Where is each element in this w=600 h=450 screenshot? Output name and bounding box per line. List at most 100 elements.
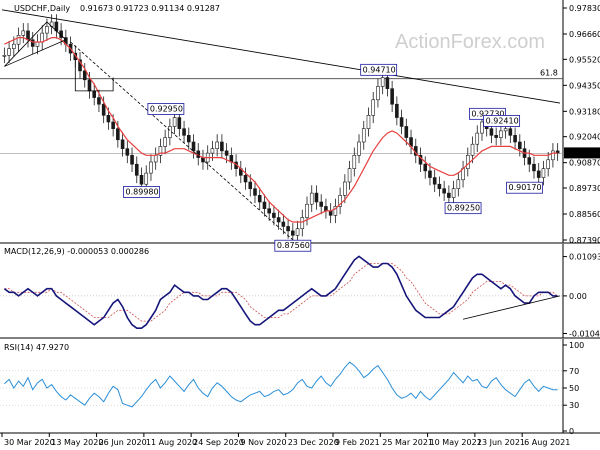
candle-body [101,103,106,116]
annotation-label: 0.89250 [447,204,480,213]
candle-body [328,210,333,216]
annotation-box [360,63,398,76]
candle-body [475,132,480,145]
macd-signal-line [4,263,558,322]
price-tick-label: 0.87390 [569,236,600,245]
candle-body [343,181,347,196]
macd-tick-label: 0.00 [569,292,587,301]
price-tick-label: 0.90870 [569,159,600,168]
candle-body [248,181,253,189]
candle-body [281,221,286,227]
candle-body [177,117,182,129]
candle-body [210,148,215,154]
candle-body [7,48,11,56]
long-trendline [1,9,561,104]
rsi-marks [0,361,563,408]
candle-body [399,117,404,127]
price-tick-label: 0.89730 [569,184,600,193]
rsi-tick-labels: 100 70 50 30 0 [563,341,584,436]
candle-body [361,128,366,143]
rsi-tick-label: 100 [569,341,584,350]
candle-body [499,130,503,138]
annotation-label: 0.92410 [486,116,519,125]
price-marks: 61.8 [0,9,563,244]
annotation-box [506,181,543,194]
candle-body [163,137,167,147]
candle-body [480,121,484,134]
candle-body [30,39,35,47]
rsi-tick-label: 70 [569,367,579,376]
price-panel-ohlc: 0.91673 0.91723 0.91134 0.91287 [80,4,220,13]
candle-body [494,135,498,138]
candle-body [191,141,196,152]
candle-body [338,195,342,207]
annotation-box [444,202,482,215]
candle-body [536,170,541,178]
candle-body [16,35,21,45]
candle-body [182,128,186,136]
x-tick-label: 25 Mar 2021 [382,438,433,447]
candle-body [305,203,309,218]
candle-body [87,79,92,92]
candle-body [551,150,555,161]
candle-body [380,77,385,87]
annotation-label: 0.92950 [150,104,183,113]
candle-body [267,208,271,214]
candle-body [442,188,446,194]
candle-body [357,141,361,156]
candle-body [257,195,262,203]
candle-body [456,179,461,189]
price-tick-label: 0.88560 [569,210,600,219]
candle-body [286,226,290,232]
candle-body [139,175,144,185]
candle-body [447,192,451,198]
candle-body [144,172,149,185]
candle-body [82,70,87,81]
annotation-box [147,103,185,115]
price-tick-label: 0.96660 [569,30,600,39]
candle-body [546,159,550,169]
macd-panel: MACD(12,26,9) -0.000053 0.000286 0.01093… [0,244,600,339]
candle-body [134,163,139,176]
current-price-bg [564,147,600,159]
candle-body [158,146,163,156]
candle-body [291,230,295,236]
candle-body [437,183,442,189]
price-tick-label: 0.93180 [569,107,600,116]
candle-body [366,115,371,129]
price-tick-label: 0.94350 [569,81,600,90]
candle-body [130,155,134,165]
rsi-panel: RSI(14) 47.9270 100 70 50 30 0 [0,339,600,436]
candle-body [97,97,101,105]
candle-body [12,43,16,49]
candle-body [324,206,328,212]
candle-body [276,217,281,223]
price-tick-label: 0.95520 [569,55,600,64]
rsi-line [4,361,558,408]
candle-body [262,201,267,209]
macd-main-line [3,255,558,329]
candle-body [120,139,125,149]
price-annotations: 0.94710 0.92950 0.89980 0.87560 0.927300.924… [123,63,543,252]
price-tick-label: 0.92040 [569,133,600,142]
candle-body [428,170,432,178]
candle-body [21,30,26,36]
price-tick-label: 0.97830 [569,4,600,13]
candle-body [168,126,172,138]
candle-body [111,121,115,129]
x-tick-label: 23 Jun 2021 [477,438,525,447]
dashed-trendline [70,41,294,241]
annotation-box [483,115,521,127]
candle-body [2,55,7,57]
candle-body [186,135,191,143]
price-tick-labels: 0.97830 0.96660 0.95520 0.94350 0.93180 0.920… [563,4,600,245]
candle-body [295,228,300,236]
macd-panel-title: MACD(12,26,9) -0.000053 0.000286 [4,247,149,256]
price-panel-title: USDCHF,Daily [14,4,70,13]
candle-body [309,192,314,205]
macd-marks [0,255,563,329]
candle-body [404,126,409,138]
annotation-label: 0.94710 [363,65,396,74]
price-annotation: 0.87560 [274,239,312,252]
